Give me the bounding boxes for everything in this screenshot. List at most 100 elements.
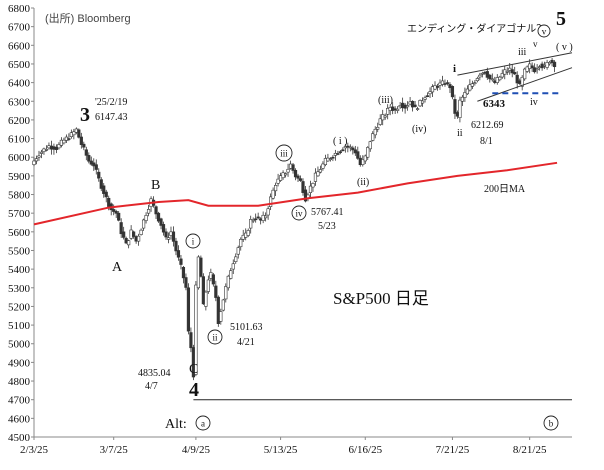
candle-body — [373, 128, 377, 136]
candle-body — [435, 86, 440, 88]
y-tick-label: 6200 — [8, 115, 31, 127]
candle-body — [371, 133, 375, 141]
candle-body — [328, 158, 332, 160]
x-tick-label: 5/13/25 — [264, 444, 298, 456]
candle-body — [525, 66, 529, 72]
y-tick-label: 5200 — [8, 301, 31, 313]
candle-body — [291, 164, 295, 171]
wave-v-paren-label: ( v ) — [556, 42, 573, 53]
candle-body — [144, 215, 148, 221]
chart-title: S&P500 日足 — [333, 289, 429, 308]
candle-body — [206, 279, 210, 292]
candle-body — [321, 163, 325, 169]
candle-body — [463, 92, 467, 98]
y-tick-label: 6300 — [8, 96, 31, 108]
candle-body — [368, 141, 372, 150]
y-tick-label: 5800 — [8, 190, 31, 202]
wave-3-date: '25/2/19 — [95, 97, 127, 108]
wave-C-label: C — [189, 362, 198, 377]
small-ii-value: 6212.69 — [471, 120, 504, 131]
candle-body — [181, 266, 186, 279]
y-tick-label: 5000 — [8, 339, 31, 351]
y-tick-label: 6800 — [8, 3, 31, 15]
x-tick-label: 2/3/25 — [20, 444, 49, 456]
candle-body — [443, 83, 447, 85]
candle-body — [146, 209, 151, 214]
candle-body — [552, 61, 557, 68]
candle-body — [44, 149, 49, 151]
candle-body — [102, 185, 106, 194]
candle-body — [286, 168, 290, 173]
candle-body — [156, 212, 161, 222]
candle-body — [293, 169, 298, 178]
candle-body — [229, 270, 233, 279]
x-tick-label: 6/16/25 — [348, 444, 382, 456]
candle-body — [186, 287, 191, 332]
candle-body — [423, 97, 427, 100]
candle-body — [112, 209, 116, 212]
candle-body — [276, 178, 280, 184]
candle-body — [336, 153, 340, 155]
candle-body — [211, 274, 215, 285]
candle-body — [278, 175, 283, 181]
y-tick-label: 4800 — [8, 376, 31, 388]
candle-body — [500, 73, 504, 78]
candle-body — [72, 131, 76, 136]
candle-body — [234, 256, 238, 262]
candle-body — [104, 191, 108, 198]
candle-body — [485, 71, 489, 78]
candle-body — [97, 171, 101, 179]
candle-body — [535, 68, 539, 71]
candle-body — [425, 95, 430, 97]
candle-body — [67, 138, 71, 140]
overlays — [33, 52, 573, 401]
candle-body — [94, 164, 98, 170]
candle-body — [164, 231, 168, 238]
y-tick-label: 6500 — [8, 59, 31, 71]
small-ii-label: ii — [457, 128, 463, 139]
candle-body — [114, 211, 118, 214]
candle-body — [62, 139, 66, 144]
y-tick-label: 4500 — [8, 432, 31, 444]
candle-body — [122, 231, 126, 238]
candle-body — [386, 108, 390, 115]
x-tick-label: 3/7/25 — [100, 444, 129, 456]
wave-3-label: 3 — [80, 104, 90, 126]
candle-body — [301, 181, 305, 193]
sub-ii-label: (ii) — [357, 177, 369, 188]
candle-body — [346, 145, 350, 148]
candle-body — [216, 296, 220, 324]
candle-body — [266, 208, 270, 216]
candle-body — [348, 146, 352, 149]
y-tick-label: 5600 — [8, 227, 31, 239]
candle-body — [383, 115, 387, 118]
candle-body — [311, 183, 315, 188]
candle-body — [176, 250, 181, 258]
alt-b-label: b — [549, 419, 554, 429]
candle-body — [249, 219, 253, 229]
sub-i-label: ( i ) — [333, 136, 347, 147]
small-ii-date: 8/1 — [480, 136, 493, 147]
x-axis: 2/3/25 3/7/25 4/9/25 5/13/25 6/16/25 7/21/25 8… — [20, 437, 547, 456]
ma-200-label: 200日MA — [484, 184, 526, 195]
candle-body — [231, 263, 235, 270]
y-tick-label: 5100 — [8, 320, 31, 332]
candle-body — [470, 83, 474, 87]
candle-body — [189, 332, 193, 349]
candle-body — [161, 224, 166, 233]
candle-body — [338, 151, 342, 153]
wave-5-label: 5 — [556, 8, 566, 30]
y-tick-label: 6700 — [8, 22, 31, 34]
candle-body — [341, 149, 345, 152]
candle-body — [490, 78, 494, 81]
sub-iv-label: (iv) — [412, 124, 426, 135]
wave-3-value: 6147.43 — [95, 112, 128, 123]
candle-body — [236, 247, 240, 255]
candle-body — [219, 311, 223, 322]
y-tick-label: 5400 — [8, 264, 31, 276]
wave-ii-label-circle — [207, 329, 223, 345]
candle-body — [269, 196, 273, 207]
candle-body — [480, 72, 484, 75]
candle-body — [184, 277, 188, 288]
source-label: (出所) Bloomberg — [45, 11, 131, 25]
